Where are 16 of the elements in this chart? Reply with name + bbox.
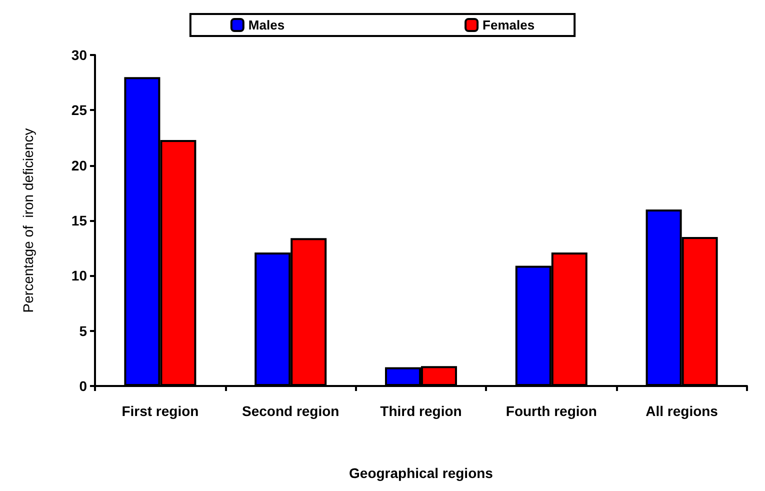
x-tick-label: Fourth region xyxy=(506,403,597,419)
y-tick-label: 25 xyxy=(71,102,88,118)
y-axis-title: Percentage of iron deficiency xyxy=(20,128,36,313)
legend-label: Males xyxy=(248,18,285,32)
y-tick-label: 15 xyxy=(71,212,88,228)
legend-label: Females xyxy=(482,18,535,32)
y-tick-label: 5 xyxy=(79,322,88,339)
x-tick-label: First region xyxy=(122,403,199,419)
x-tick-label: All regions xyxy=(646,403,718,419)
x-axis-title: Geographical regions xyxy=(349,465,494,481)
x-tick-label: Second region xyxy=(242,403,340,419)
x-tick-label: Third region xyxy=(380,403,462,419)
y-tick-label: 10 xyxy=(71,268,88,284)
y-tick-label: 30 xyxy=(71,47,88,63)
y-tick-label: 0 xyxy=(79,378,88,394)
y-tick-label: 20 xyxy=(71,157,88,174)
